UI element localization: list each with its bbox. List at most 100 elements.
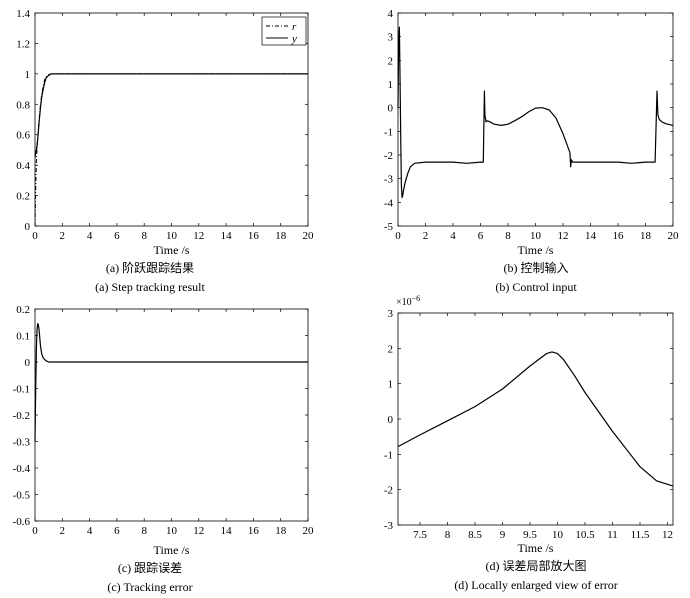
x-tick-label: 6 (114, 230, 120, 242)
y-tick-label: -1 (384, 449, 393, 461)
y-tick-label: -0.6 (13, 516, 31, 528)
x-tick-label: 18 (640, 230, 652, 242)
y-tick-label: -0.5 (13, 490, 31, 502)
x-tick-label: 10 (530, 230, 542, 242)
x-tick-label: 9.5 (523, 529, 537, 541)
x-tick-label: 14 (221, 525, 233, 537)
chart-panel-a: 0 2 4 6 8 10 12 14 16 18 20 0 0.2 0.4 0.6 0.8 1 1.2 1.4 ry T… (16, 8, 314, 294)
x-axis-label: Time /s (154, 243, 190, 257)
x-tick-label: 18 (275, 230, 287, 242)
y-tick-label: 0.2 (16, 191, 30, 203)
x-tick-label: 4 (87, 525, 93, 537)
series-line-series-0 (397, 351, 674, 487)
x-tick-label: 6 (478, 230, 484, 242)
x-tick-label: 4 (87, 230, 93, 242)
y-tick-label: -1 (384, 126, 393, 138)
y-tick-label: 0 (388, 414, 394, 426)
caption-chinese: (d) 误差局部放大图 (486, 558, 587, 573)
x-tick-label: 8 (445, 529, 451, 541)
x-axis-label: Time /s (154, 543, 190, 557)
x-tick-label: 8 (141, 525, 147, 537)
series-line-r (34, 73, 308, 227)
y-tick-label: -2 (384, 485, 393, 497)
x-tick-label: 9 (500, 529, 506, 541)
y-tick-label: -4 (384, 197, 394, 209)
y-tick-label: 1 (388, 79, 394, 91)
legend-label-y: y (291, 33, 297, 45)
y-tick-label: 0.4 (16, 160, 30, 172)
caption-chinese: (b) 控制输入 (504, 260, 569, 275)
y-tick-label: -3 (384, 174, 394, 186)
y-scale-exponent: −6 (412, 294, 421, 303)
y-tick-label: -0.3 (13, 437, 31, 449)
y-tick-label: -3 (384, 520, 394, 532)
x-tick-label: 11.5 (631, 529, 650, 541)
x-tick-label: 2 (60, 230, 66, 242)
x-tick-label: 0 (32, 525, 38, 537)
x-tick-label: 12 (558, 230, 569, 242)
caption-english: (c) Tracking error (107, 580, 192, 594)
y-tick-label: 1 (25, 69, 31, 81)
y-tick-label: 3 (388, 32, 394, 44)
x-tick-label: 8 (141, 230, 147, 242)
legend-label-r: r (292, 21, 297, 33)
y-tick-label: 0 (25, 357, 31, 369)
x-tick-label: 10.5 (575, 529, 595, 541)
x-axis-label: Time /s (518, 541, 554, 555)
x-tick-label: 16 (248, 525, 260, 537)
caption-english: (b) Control input (495, 280, 577, 294)
y-tick-label: -0.1 (13, 384, 30, 396)
x-tick-label: 12 (193, 525, 204, 537)
y-tick-label: 0 (25, 221, 31, 233)
y-tick-label: 0.2 (16, 304, 30, 316)
x-tick-label: 18 (275, 525, 287, 537)
x-tick-label: 8.5 (468, 529, 482, 541)
y-tick-label: 2 (388, 55, 394, 67)
plot-frame (34, 308, 309, 522)
x-tick-label: 10 (552, 529, 564, 541)
x-tick-label: 7.5 (413, 529, 427, 541)
x-tick-label: 20 (303, 230, 315, 242)
y-tick-label: 4 (388, 8, 394, 20)
y-tick-label: 1 (388, 379, 394, 391)
x-tick-label: 14 (585, 230, 597, 242)
y-tick-label: 2 (388, 343, 394, 355)
chart-panel-d: 7.5 8 8.5 9 9.5 10 10.5 11 11.5 12-3-2-10123×10−6… (384, 294, 674, 592)
y-tick-label: 1.4 (16, 8, 30, 20)
x-tick-label: 16 (613, 230, 625, 242)
plot-frame (397, 312, 674, 526)
y-tick-label: 0.8 (16, 99, 30, 111)
y-scale-factor: ×10−6 (396, 294, 420, 308)
x-tick-label: 0 (32, 230, 38, 242)
y-tick-label: -0.4 (13, 463, 31, 475)
x-tick-label: 10 (166, 230, 178, 242)
caption-chinese: (a) 阶跃跟踪结果 (106, 261, 194, 275)
caption-english: (d) Locally enlarged view of error (454, 578, 617, 592)
y-tick-label: 3 (388, 308, 394, 320)
y-tick-label: 0.1 (16, 331, 30, 343)
plot-frame (397, 12, 674, 227)
y-tick-label: 0 (388, 103, 394, 115)
chart-panel-c: 0 2 4 6 8 10 12 14 16 18 20 -0.6 -0.5 -0.4 -0.3 -0.2 -0.… (13, 304, 314, 594)
x-tick-label: 2 (60, 525, 66, 537)
x-tick-label: 0 (395, 230, 401, 242)
x-tick-label: 4 (450, 230, 456, 242)
series-line-series-0 (34, 323, 308, 442)
x-tick-label: 16 (248, 230, 260, 242)
legend-box (261, 16, 307, 46)
x-tick-label: 8 (505, 230, 511, 242)
y-tick-label: -2 (384, 150, 393, 162)
y-tick-label: 1.2 (16, 38, 30, 50)
x-tick-label: 6 (114, 525, 120, 537)
x-tick-label: 20 (303, 525, 315, 537)
caption-chinese: (c) 跟踪误差 (118, 561, 182, 575)
y-tick-label: -5 (384, 221, 394, 233)
caption-english: (a) Step tracking result (95, 280, 205, 294)
x-tick-label: 12 (662, 529, 673, 541)
series-line-series-0 (397, 26, 674, 199)
x-tick-label: 11 (607, 529, 618, 541)
series-line-y (34, 73, 308, 158)
x-axis-label: Time /s (518, 243, 554, 257)
